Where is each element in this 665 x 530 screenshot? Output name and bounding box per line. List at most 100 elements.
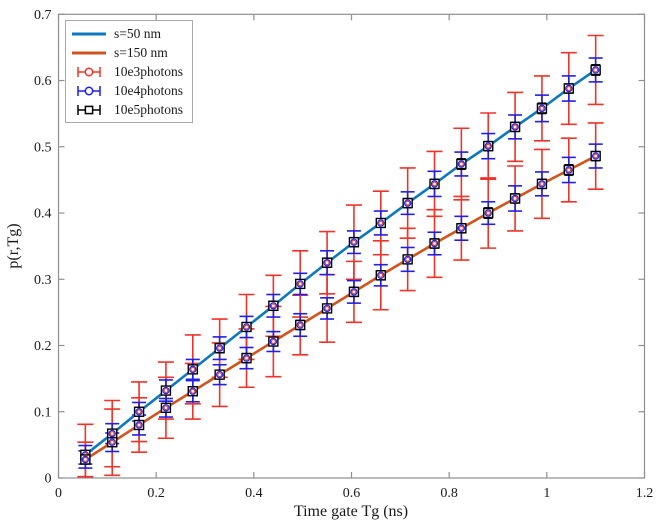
data-marker-square: [402, 197, 413, 209]
data-marker-square: [429, 178, 440, 190]
legend-label: s=50 nm: [114, 25, 161, 41]
data-marker-square: [241, 321, 252, 333]
data-marker-inner-circle: [163, 388, 169, 393]
y-axis-label: p(r,Tg): [5, 223, 22, 269]
data-marker-inner-circle: [566, 86, 572, 91]
data-marker-square: [348, 286, 360, 298]
data-marker-circle: [350, 238, 358, 246]
data-marker-inner-circle: [109, 439, 115, 445]
data-marker-inner-circle: [217, 345, 223, 351]
x-tick-label: 0.8: [440, 486, 458, 501]
data-marker-inner-circle: [351, 289, 357, 295]
data-marker-square: [563, 164, 575, 176]
data-marker-square: [268, 300, 279, 311]
data-marker-square: [348, 236, 360, 248]
data-marker-square: [214, 369, 225, 380]
data-marker-inner-circle: [82, 457, 88, 462]
data-marker-circle: [269, 302, 278, 310]
data-marker-inner-circle: [244, 355, 249, 361]
data-marker-circle: [323, 259, 331, 267]
data-marker-inner-circle: [324, 260, 330, 266]
data-marker-square: [536, 178, 548, 190]
data-marker-square: [321, 257, 333, 268]
data-marker-inner-circle: [378, 220, 384, 226]
data-marker-circle: [269, 337, 278, 346]
x-tick-label: 0.6: [343, 486, 361, 501]
data-marker-circle: [296, 321, 304, 329]
errorbar-red-icon: [77, 66, 101, 77]
data-marker-square: [536, 103, 548, 114]
data-marker-square: [187, 386, 198, 397]
x-tick-label: 1.2: [636, 486, 654, 501]
legend: s=50 nm s=150 nm 10e3photons 10e4photons…: [65, 20, 193, 123]
x-tick-label: 0.2: [147, 486, 165, 501]
data-marker-circle: [162, 386, 170, 395]
data-marker-inner-circle: [270, 339, 276, 344]
data-marker-inner-circle: [566, 167, 572, 173]
x-tick-label: 0.4: [245, 486, 263, 501]
data-marker-inner-circle: [485, 210, 491, 216]
data-marker-square: [429, 238, 440, 249]
data-marker-circle: [377, 219, 385, 227]
legend-label: 10e3photons: [114, 63, 183, 79]
data-marker-square: [509, 193, 521, 204]
data-marker-square: [214, 342, 225, 354]
data-marker-circle: [189, 387, 197, 395]
data-marker-square: [402, 254, 413, 265]
data-marker-square: [160, 385, 172, 396]
data-marker-circle: [457, 224, 466, 232]
data-marker-circle: [565, 84, 573, 93]
data-marker-inner-circle: [458, 161, 464, 167]
data-marker-inner-circle: [136, 409, 142, 415]
data-marker-square: [107, 437, 118, 448]
legend-label: s=150 nm: [114, 44, 168, 60]
data-marker-inner-circle: [297, 322, 303, 328]
data-marker-circle: [135, 421, 143, 429]
legend-label: 10e4photons: [114, 82, 183, 98]
data-marker-square: [456, 158, 467, 170]
line-sample-icon: [72, 51, 106, 54]
data-marker-square: [80, 454, 91, 465]
data-marker-circle: [81, 455, 90, 464]
data-marker-circle: [296, 280, 304, 288]
data-marker-inner-circle: [512, 196, 518, 201]
data-marker-circle: [135, 408, 143, 416]
legend-item-s50: s=50 nm: [70, 24, 183, 43]
data-marker-circle: [403, 199, 412, 207]
data-marker-circle: [457, 160, 466, 168]
data-marker-square: [563, 83, 575, 94]
data-marker-circle: [215, 344, 224, 352]
y-tick-label: 0.4: [34, 207, 52, 222]
errorbar-black-icon: [77, 104, 101, 115]
data-marker-square: [375, 217, 386, 229]
data-marker-square: [590, 150, 601, 162]
data-marker-circle: [430, 239, 439, 248]
data-marker-inner-circle: [539, 181, 545, 187]
data-marker-inner-circle: [244, 324, 249, 330]
errorbar-blue-icon: [77, 85, 101, 96]
data-marker-square: [483, 207, 494, 219]
data-marker-square: [268, 336, 279, 347]
x-tick-label: 1: [543, 486, 550, 501]
y-tick-label: 0.7: [34, 8, 52, 23]
data-marker-circle: [108, 429, 116, 438]
legend-item-s150: s=150 nm: [70, 43, 183, 62]
data-marker-inner-circle: [405, 200, 411, 206]
legend-item-10e3: 10e3photons: [70, 62, 183, 81]
data-marker-square: [187, 364, 198, 375]
y-tick-label: 0: [45, 472, 52, 487]
line-sample-icon: [72, 32, 106, 35]
data-marker-inner-circle: [593, 153, 599, 159]
data-marker-circle: [189, 365, 197, 374]
data-marker-circle: [162, 404, 170, 412]
data-marker-circle: [323, 304, 331, 313]
legend-label: 10e5photons: [114, 101, 183, 117]
data-marker-circle: [484, 142, 492, 150]
data-marker-circle: [591, 66, 600, 74]
data-marker-circle: [215, 370, 224, 379]
data-marker-square: [241, 352, 252, 364]
data-marker-square: [160, 402, 172, 413]
data-marker-inner-circle: [297, 281, 303, 287]
